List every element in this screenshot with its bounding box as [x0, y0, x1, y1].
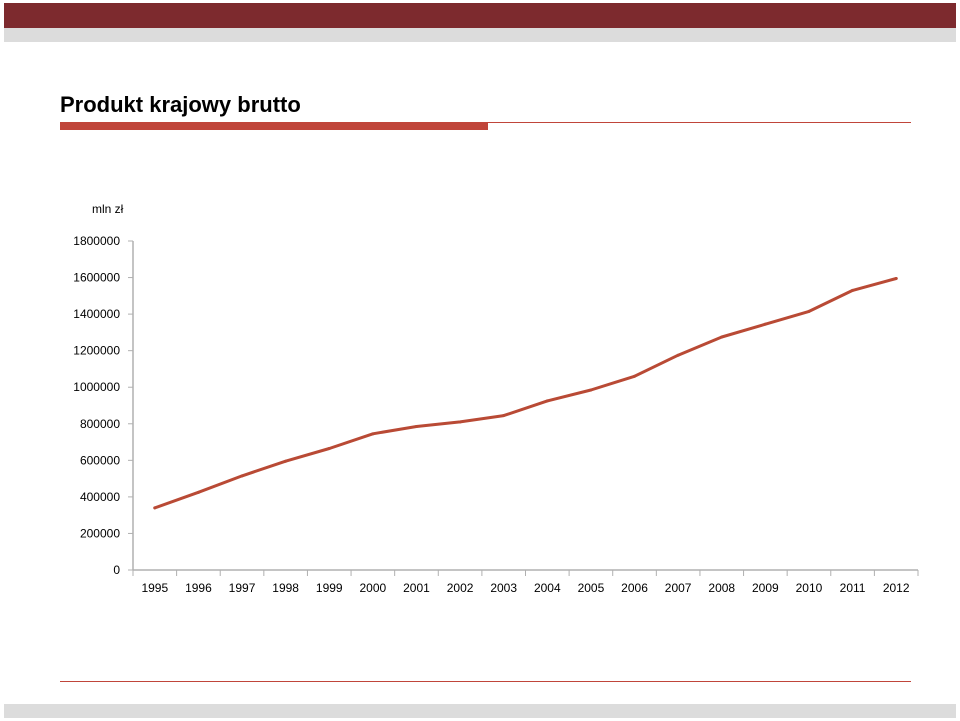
data-point: [633, 374, 637, 378]
data-point: [458, 420, 462, 424]
data-point: [196, 490, 200, 494]
x-tick-label: 1999: [316, 581, 343, 595]
data-point: [676, 353, 680, 357]
data-point: [545, 399, 549, 403]
data-point: [807, 309, 811, 313]
y-tick-label: 1000000: [73, 380, 120, 394]
x-tick-label: 1995: [141, 581, 168, 595]
x-tick-label: 2012: [883, 581, 910, 595]
y-tick-label: 1800000: [73, 234, 120, 248]
x-tick-label: 1998: [272, 581, 299, 595]
data-point: [327, 446, 331, 450]
y-tick-label: 0: [113, 563, 120, 577]
y-tick-label: 1600000: [73, 271, 120, 285]
x-tick-label: 2010: [796, 581, 823, 595]
x-tick-label: 2003: [490, 581, 517, 595]
series-group: [153, 276, 898, 510]
title-underline-accent: [60, 123, 488, 130]
x-axis: 1995 1996 1997 1998 1999 2000 2001 2002 2003 2004…: [132, 569, 919, 595]
data-point: [240, 474, 244, 478]
data-point: [720, 335, 724, 339]
x-tick-label: 2011: [840, 581, 866, 595]
y-tick-label: 1200000: [73, 344, 120, 358]
x-tick-label: 2008: [708, 581, 735, 595]
footer-rule: [60, 681, 911, 682]
x-tick-label: 2006: [621, 581, 648, 595]
footer-gray-strip: [4, 704, 956, 718]
data-point: [589, 388, 593, 392]
header-gray-strip: [4, 28, 956, 42]
y-tick-label: 200000: [80, 526, 120, 540]
x-tick-label: 1996: [185, 581, 212, 595]
y-tick-label: 400000: [80, 490, 120, 504]
data-point: [502, 414, 506, 418]
x-tick-label: 2004: [534, 581, 561, 595]
header-band: [4, 3, 956, 28]
data-point: [414, 425, 418, 429]
title-underline-thin: [60, 122, 911, 123]
x-tick-label: 2002: [447, 581, 474, 595]
series-line: [153, 277, 898, 510]
x-tick-label: 2000: [360, 581, 387, 595]
y-tick-label: 800000: [80, 417, 120, 431]
data-point: [851, 288, 855, 292]
y-axis-label: mln zł: [92, 202, 124, 216]
data-point: [894, 276, 898, 280]
y-axis: 0 200000 400000 600000 800000 1000000 1200000 1…: [73, 234, 134, 577]
x-tick-label: 1997: [229, 581, 256, 595]
data-point: [763, 322, 767, 326]
x-tick-label: 2009: [752, 581, 779, 595]
data-point: [371, 432, 375, 436]
x-tick-label: 2005: [578, 581, 605, 595]
y-tick-label: 1400000: [73, 307, 120, 321]
slide-title: Produkt krajowy brutto: [60, 92, 301, 117]
y-tick-label: 600000: [80, 453, 120, 467]
x-tick-label: 2007: [665, 581, 692, 595]
x-tick-label: 2001: [403, 581, 430, 595]
data-point: [284, 459, 288, 463]
data-point: [153, 506, 157, 510]
